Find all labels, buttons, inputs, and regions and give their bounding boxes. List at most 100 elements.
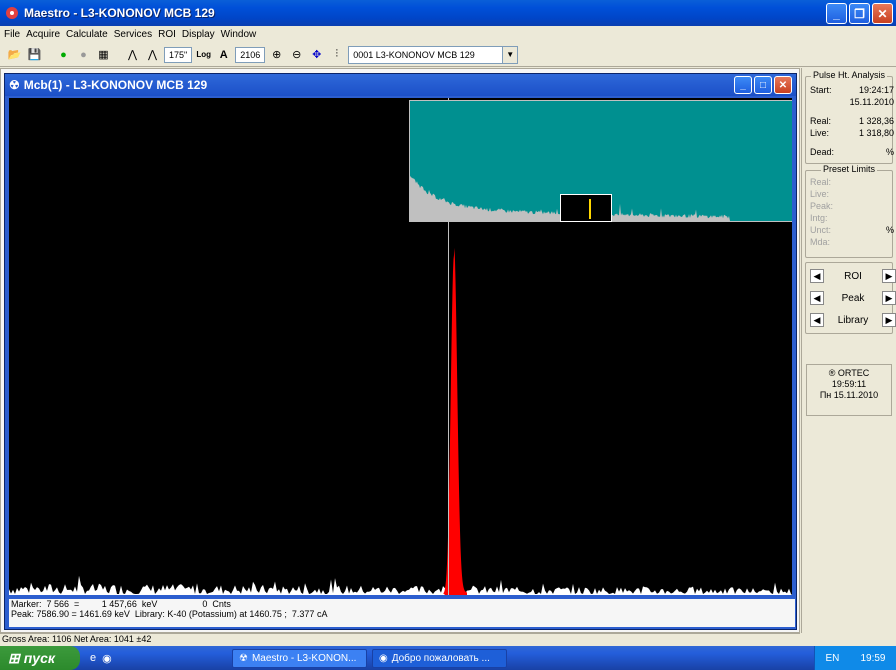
preset-unct-unit: %	[885, 225, 894, 235]
open-folder-icon[interactable]: 📂	[7, 49, 22, 61]
library-prev-icon[interactable]: ◀	[810, 313, 824, 327]
library-label: Library	[837, 314, 869, 326]
nav-group: ◀ ROI ▶ ◀ Peak ▶ ◀ Library ▶	[805, 262, 896, 334]
spectrum-plot[interactable]	[9, 98, 792, 595]
zoom-out-icon[interactable]: ⊖	[292, 49, 302, 61]
peak-label: Peak	[841, 292, 865, 304]
menu-acquire[interactable]: Acquire	[26, 29, 61, 40]
preset-real: Real:	[810, 177, 832, 187]
roi-prev-icon[interactable]: ◀	[810, 269, 824, 283]
detector-select[interactable]: 0001 L3-KONONOV MCB 129 ▼	[348, 45, 519, 64]
ortec-brand: ® ORTEC	[828, 368, 870, 378]
overview-trace	[410, 175, 730, 221]
real-label: Real:	[810, 116, 832, 126]
preset-group: Preset Limits Real: Live: Peak: Intg: Un…	[805, 164, 894, 258]
maestro-task-icon: ☢	[239, 653, 248, 664]
task-maestro[interactable]: ☢ Maestro - L3-KONON...	[232, 649, 367, 668]
right-panel: Pulse Ht. Analysis Start: 19:24:17 15.11.…	[801, 68, 896, 633]
log-toggle[interactable]: Log	[196, 50, 212, 59]
pha-group: Pulse Ht. Analysis Start: 19:24:17 15.11.…	[805, 70, 894, 164]
child-maximize-button[interactable]: □	[754, 76, 772, 94]
start-label: пуск	[23, 650, 55, 666]
ie-icon[interactable]: e	[90, 651, 97, 664]
tray-clock: 19:59	[860, 652, 886, 664]
auto-scale-toggle[interactable]: A	[219, 48, 228, 61]
firefox-icon[interactable]: ◉	[102, 652, 112, 665]
spectrum-window-title: Mcb(1) - L3-KONONOV MCB 129	[23, 78, 208, 92]
menu-calculate[interactable]: Calculate	[66, 29, 108, 40]
start-acquire-icon[interactable]: ●	[60, 48, 67, 61]
clock-time: 19:59:11	[831, 379, 867, 389]
menu-roi[interactable]: ROI	[158, 29, 176, 40]
clock-date: Пн 15.11.2010	[819, 390, 879, 400]
live-time: 1 318,80	[858, 128, 894, 138]
roi-next-icon[interactable]: ▶	[882, 269, 896, 283]
task-maestro-label: Maestro - L3-KONON...	[251, 653, 357, 664]
task-browser[interactable]: ◉ Добро пожаловать ...	[372, 649, 507, 668]
chevron-down-icon[interactable]: ▼	[502, 46, 518, 63]
dead-label: Dead:	[810, 147, 835, 157]
mdi-area: ☢ Mcb(1) - L3-KONONOV MCB 129 _ □ ✕ Mark…	[0, 68, 800, 633]
ortec-clock: ® ORTEC 19:59:11 Пн 15.11.2010	[806, 364, 892, 416]
minimize-button[interactable]: _	[826, 3, 847, 24]
menu-services[interactable]: Services	[113, 29, 153, 40]
start-time: 19:24:17	[858, 85, 894, 95]
windows-logo-icon: ⊞	[8, 649, 20, 666]
clear-icon[interactable]: ▦	[98, 49, 109, 61]
maestro-icon	[6, 7, 18, 19]
preset-peak: Peak:	[810, 201, 834, 211]
pha-title: Pulse Ht. Analysis	[810, 70, 888, 80]
peak-prev-icon[interactable]: ◀	[810, 291, 824, 305]
center-icon[interactable]: ✥	[312, 49, 322, 61]
task-browser-label: Добро пожаловать ...	[391, 653, 490, 664]
close-button[interactable]: ✕	[872, 3, 893, 24]
firefox-task-icon: ◉	[379, 653, 388, 664]
save-icon[interactable]: 💾	[27, 49, 42, 61]
marker-info: Marker: 7 566 = 1 457,66 keV 0 Cnts	[11, 599, 231, 609]
baseline-icon[interactable]: ⫶	[335, 48, 339, 60]
menu-bar: File Acquire Calculate Services ROI Disp…	[0, 26, 896, 43]
detector-value: 0001 L3-KONONOV MCB 129	[353, 49, 475, 60]
child-minimize-button[interactable]: _	[734, 76, 752, 94]
roi-label: ROI	[844, 270, 862, 282]
roi-mark-icon[interactable]: ⋀	[127, 49, 138, 61]
library-next-icon[interactable]: ▶	[881, 313, 896, 327]
peak-info: Peak: 7586.90 = 1461.69 keV Library: K-4…	[11, 609, 328, 619]
marker-line[interactable]	[448, 98, 449, 595]
preset-intg: Intg:	[810, 213, 828, 223]
preset-unct: Unct:	[810, 225, 832, 235]
toolbar: 📂 💾 ● ● ▦ ⋀ ⋀ 175" Log A 2106 ⊕ ⊖ ✥ ⫶ 00…	[0, 43, 896, 67]
quick-launch: e ◉	[80, 652, 130, 665]
marker-status: Marker: 7 566 = 1 457,66 keV 0 Cnts Peak…	[9, 599, 795, 627]
system-tray: EN 19:59	[814, 646, 896, 670]
stop-acquire-icon[interactable]: ●	[80, 48, 87, 61]
app-titlebar: Maestro - L3-KONONOV MCB 129 _ ❐ ✕	[0, 0, 896, 26]
menu-window[interactable]: Window	[220, 29, 257, 40]
menu-file[interactable]: File	[4, 29, 21, 40]
start-label: Start:	[810, 85, 832, 95]
language-indicator[interactable]: EN	[825, 652, 840, 664]
spectrum-window-icon: ☢	[9, 78, 20, 92]
roi-clear-icon[interactable]: ⋀	[147, 49, 158, 61]
start-date: 15.11.2010	[849, 97, 894, 107]
vertical-scale-box[interactable]: 175"	[164, 46, 193, 63]
app-title: Maestro - L3-KONONOV MCB 129	[24, 6, 215, 20]
horizontal-scale-box[interactable]: 2106	[235, 46, 266, 63]
zoom-in-icon[interactable]: ⊕	[272, 49, 282, 61]
preset-mda: Mda:	[810, 237, 831, 247]
live-label: Live:	[810, 128, 830, 138]
real-time: 1 328,36	[858, 116, 894, 126]
preset-live: Live:	[810, 189, 830, 199]
menu-display[interactable]: Display	[181, 29, 215, 40]
spectrum-window-titlebar: ☢ Mcb(1) - L3-KONONOV MCB 129	[5, 74, 796, 96]
peak-next-icon[interactable]: ▶	[881, 291, 896, 305]
full-spectrum-overview[interactable]	[409, 100, 792, 222]
start-button[interactable]: ⊞ пуск	[0, 646, 80, 670]
preset-title: Preset Limits	[820, 164, 877, 174]
expanded-region-box[interactable]	[560, 194, 612, 222]
spectrum-trace	[9, 247, 792, 595]
restore-button[interactable]: ❐	[849, 3, 870, 24]
spectrum-window: ☢ Mcb(1) - L3-KONONOV MCB 129 _ □ ✕ Mark…	[4, 73, 797, 630]
child-close-button[interactable]: ✕	[774, 76, 792, 94]
